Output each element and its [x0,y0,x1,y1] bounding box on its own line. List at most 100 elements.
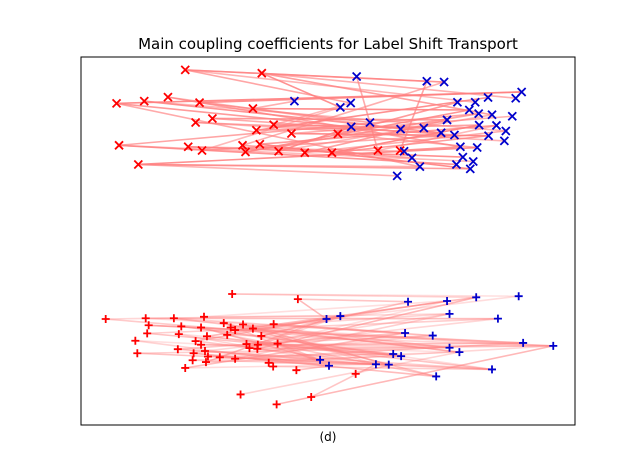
target-marker [384,360,393,369]
source-marker [307,393,316,402]
target-marker [316,355,325,364]
coupling-line [138,163,420,168]
coupling-line [240,351,460,396]
coupling-line [296,364,330,371]
coupling-line [276,345,554,406]
target-marker [335,102,345,113]
source-marker [273,339,282,348]
target-marker [389,349,398,358]
source-marker [351,369,360,378]
target-marker [322,315,331,324]
source-marker [257,331,266,340]
target-marker [436,128,446,138]
source-marker [197,340,206,349]
target-marker [501,126,511,136]
source-marker [200,312,209,321]
coupling-line [242,81,445,147]
target-marker [519,338,528,347]
target-marker [428,331,437,340]
source-marker [245,344,254,353]
source-marker [114,140,124,150]
coupling-line [223,322,437,378]
source-marker [191,337,200,346]
source-marker [293,295,302,304]
coupling-line [400,145,461,152]
class-B-source-series [101,289,360,409]
coupling-line [257,296,477,350]
target-marker [464,105,474,115]
coupling-line [177,348,376,366]
target-marker [483,131,494,141]
target-marker [443,296,452,305]
coupling-line [261,72,493,116]
target-marker [439,77,449,87]
target-marker [395,124,406,134]
target-marker [499,136,509,146]
target-marker [458,152,468,162]
target-marker [346,98,356,108]
target-marker [392,171,402,181]
source-marker [180,65,190,75]
coupling-line [227,334,554,347]
source-marker [269,120,279,130]
source-marker [219,319,228,328]
source-marker [286,128,297,139]
coupling-line [185,69,445,83]
source-marker [197,145,207,156]
source-marker [174,330,183,339]
source-marker [223,330,232,339]
target-marker [472,142,482,153]
target-marker [474,109,484,119]
target-marker [511,93,521,103]
target-marker [491,120,502,131]
coupling-line [278,113,493,152]
source-marker [183,142,193,152]
source-marker [239,320,248,329]
source-marker [264,358,273,367]
target-marker [514,292,523,301]
source-marker [194,97,205,108]
target-marker [465,164,475,174]
coupling-line [377,124,497,152]
coupling-line [252,327,377,366]
source-marker [197,323,206,332]
coupling-line [219,356,493,371]
target-marker [415,162,425,172]
source-marker [231,326,240,335]
target-marker [507,111,517,121]
target-marker [483,92,493,103]
source-marker [111,98,122,109]
coupling-line [249,315,341,349]
source-marker [257,68,267,78]
coupling-line [261,72,341,109]
source-marker [201,358,210,367]
source-marker [333,129,343,139]
source-marker [144,321,153,330]
target-marker [289,96,300,106]
source-marker [141,314,150,323]
class-A-source-series [111,65,405,170]
source-marker [131,336,140,345]
coupling-line [195,315,341,342]
source-marker [203,352,212,361]
coupling-line [200,326,493,371]
coupling-line [206,335,493,371]
class-B-target-series [316,292,558,381]
coupling-line [277,342,321,361]
target-marker [449,130,460,140]
source-marker [373,145,383,156]
coupling-line [204,350,493,371]
coupling-line [337,101,458,135]
target-marker [365,117,375,128]
target-marker [493,314,502,323]
source-marker [273,146,284,156]
coupling-line [273,365,493,371]
coupling-line [252,107,470,111]
class-A-target-series [289,71,527,181]
source-marker [327,148,337,158]
source-marker [272,400,281,409]
source-marker [253,344,262,353]
coupling-line [232,293,519,297]
source-marker [228,289,237,298]
